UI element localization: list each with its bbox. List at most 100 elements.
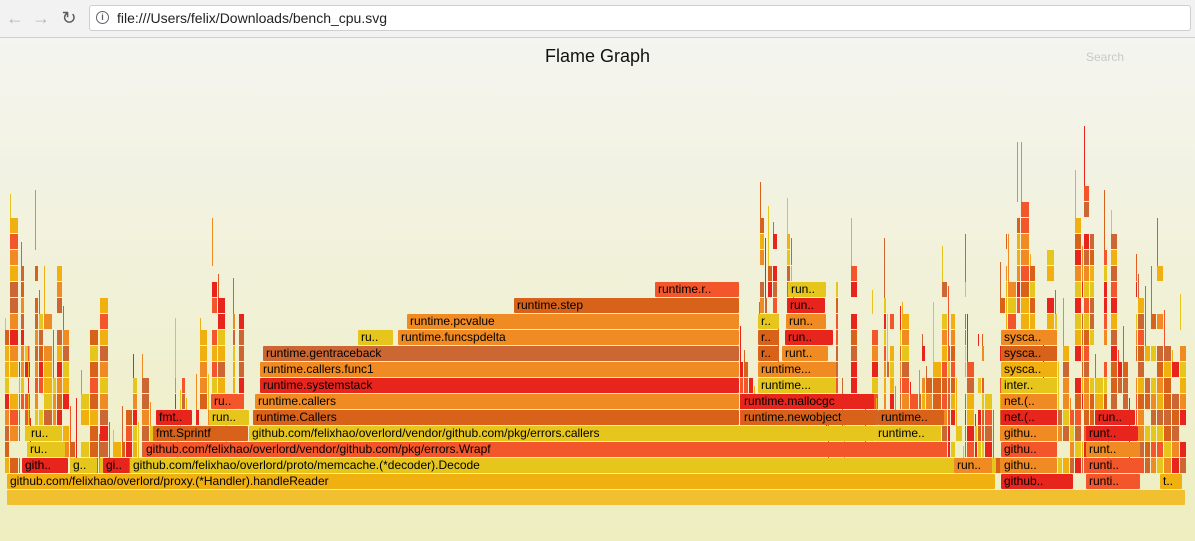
- flame-frame-sliver: [982, 410, 984, 425]
- flame-frame-sliver: [951, 346, 955, 361]
- flame-frame[interactable]: inter..: [1001, 378, 1057, 393]
- flame-frame[interactable]: r..: [758, 314, 779, 329]
- flame-frame-sliver: [1084, 314, 1089, 329]
- forward-button[interactable]: →: [30, 7, 52, 29]
- flame-frame[interactable]: run..: [785, 330, 833, 345]
- flame-frame[interactable]: githu..: [1001, 442, 1057, 457]
- flame-frame-sliver: [890, 378, 894, 393]
- flame-frame[interactable]: github.com/felixhao/overlord/proto/memca…: [130, 458, 996, 473]
- flame-frame[interactable]: runti..: [1086, 458, 1140, 473]
- flame-frame[interactable]: github.com/felixhao/overlord/vendor/gith…: [249, 426, 875, 441]
- flame-frame[interactable]: runtime.callers.func1: [260, 362, 739, 377]
- flame-frame-sliver: [1082, 246, 1083, 282]
- flame-frame[interactable]: runtime.funcspdelta: [398, 330, 739, 345]
- flame-frame-sliver: [1000, 262, 1001, 298]
- flame-frame[interactable]: ru..: [27, 442, 65, 457]
- flame-frame-sliver: [1075, 218, 1081, 233]
- flame-frame[interactable]: run..: [209, 410, 249, 425]
- flame-frame[interactable]: githu..: [1001, 458, 1057, 473]
- flame-frame[interactable]: run..: [788, 282, 826, 297]
- flame-frame-sliver: [1136, 346, 1137, 361]
- flame-frame[interactable]: ru..: [211, 394, 239, 409]
- flame-frame-sliver: [1157, 266, 1163, 281]
- flame-frame[interactable]: runtime.callers: [255, 394, 739, 409]
- flame-frame[interactable]: runt..: [1086, 442, 1140, 457]
- flame-frame-sliver: [1123, 378, 1128, 393]
- flame-frame[interactable]: g..: [70, 458, 97, 473]
- flame-frame[interactable]: runtime.mallocgc: [741, 394, 874, 409]
- flame-frame[interactable]: ru..: [28, 426, 61, 441]
- back-button[interactable]: ←: [4, 7, 26, 29]
- flame-frame[interactable]: github..: [1001, 474, 1073, 489]
- flame-frame-sliver: [791, 238, 792, 250]
- reload-button[interactable]: ↻: [58, 7, 80, 29]
- flame-frame[interactable]: net.(..: [1001, 410, 1057, 425]
- flame-frame-sliver: [21, 282, 24, 297]
- flame-frame[interactable]: runtime.r..: [655, 282, 739, 297]
- flame-frame-sliver: [1157, 378, 1163, 393]
- flame-frame-sliver: [956, 378, 957, 426]
- flame-frame[interactable]: gi..: [103, 458, 129, 473]
- flame-frame[interactable]: sysca..: [1001, 330, 1057, 345]
- flame-frame-sliver: [1075, 250, 1081, 265]
- flame-frame[interactable]: github.com/felixhao/overlord/vendor/gith…: [143, 442, 946, 457]
- flame-frame[interactable]: t..: [1160, 474, 1182, 489]
- flame-frame-sliver: [39, 346, 43, 361]
- flame-frame-sliver: [126, 458, 132, 473]
- flame-frame-sliver: [1145, 426, 1150, 441]
- flame-frame[interactable]: runtime.step: [514, 298, 739, 313]
- flame-frame[interactable]: sysca..: [1001, 346, 1057, 361]
- flame-frame-sliver: [133, 354, 134, 378]
- flame-frame-sliver: [81, 394, 89, 409]
- flame-frame[interactable]: runtime...: [758, 378, 836, 393]
- flame-frame-sliver: [740, 362, 743, 377]
- flame-frame[interactable]: runtime..: [878, 410, 944, 425]
- flame-frame[interactable]: ru..: [358, 330, 393, 345]
- flame-frame[interactable]: github.com/felixhao/overlord/proxy.(*Han…: [7, 474, 995, 489]
- flame-frame[interactable]: runt..: [1086, 426, 1138, 441]
- flame-frame-sliver: [1006, 266, 1007, 281]
- flame-frame[interactable]: run..: [1095, 410, 1135, 425]
- flame-frame-sliver: [884, 378, 886, 393]
- flame-frame-sliver: [760, 250, 764, 265]
- flame-frame-sliver: [1151, 346, 1156, 361]
- search-button[interactable]: Search: [1086, 50, 1125, 64]
- flame-frame[interactable]: runti..: [1086, 474, 1140, 489]
- flame-frame-sliver: [760, 234, 764, 249]
- flame-frame-sliver: [1123, 362, 1128, 377]
- flame-frame[interactable]: runtime.gentraceback: [263, 346, 739, 361]
- flame-frame[interactable]: gith..: [22, 458, 68, 473]
- flame-frame[interactable]: runtime.newobject: [741, 410, 876, 425]
- flame-frame-sliver: [922, 334, 923, 346]
- flame-frame[interactable]: runtime.Callers: [253, 410, 739, 425]
- flame-frame[interactable]: r..: [758, 330, 779, 345]
- flame-frame-sliver: [35, 298, 38, 313]
- flame-frame-sliver: [1104, 378, 1107, 393]
- flame-frame-sliver: [773, 234, 777, 249]
- flame-frame[interactable]: run..: [786, 314, 826, 329]
- flame-frame[interactable]: runtime.pcvalue: [407, 314, 739, 329]
- flame-frame[interactable]: runt..: [782, 346, 828, 361]
- flame-frame[interactable]: net.(..: [1001, 394, 1057, 409]
- flame-frame[interactable]: githu..: [1001, 426, 1057, 441]
- flame-frame[interactable]: runtime..: [875, 426, 941, 441]
- flame-frame-sliver: [922, 378, 925, 393]
- flame-frame-sliver: [53, 378, 56, 393]
- flame-frame-sliver: [1157, 394, 1163, 409]
- flame-frame-sliver: [982, 426, 984, 441]
- flame-frame[interactable]: fmt..: [156, 410, 192, 425]
- flame-frame[interactable]: runtime...: [758, 362, 836, 377]
- flame-frame-sliver: [63, 394, 69, 409]
- flame-frame[interactable]: run..: [787, 298, 825, 313]
- info-icon[interactable]: i: [96, 11, 109, 24]
- flame-frame-root[interactable]: [7, 490, 1185, 505]
- flame-graph-title: Flame Graph: [544, 46, 651, 66]
- flame-frame[interactable]: run..: [954, 458, 992, 473]
- flame-frame[interactable]: fmt.Sprintf: [153, 426, 248, 441]
- flame-frame[interactable]: runtime.systemstack: [260, 378, 739, 393]
- flame-frame[interactable]: r..: [758, 346, 779, 361]
- address-bar[interactable]: i file:///Users/felix/Downloads/bench_cp…: [89, 5, 1191, 31]
- flame-frame[interactable]: sysca..: [1001, 362, 1057, 377]
- flame-frame-sliver: [57, 362, 62, 377]
- flame-frame-sliver: [44, 314, 52, 329]
